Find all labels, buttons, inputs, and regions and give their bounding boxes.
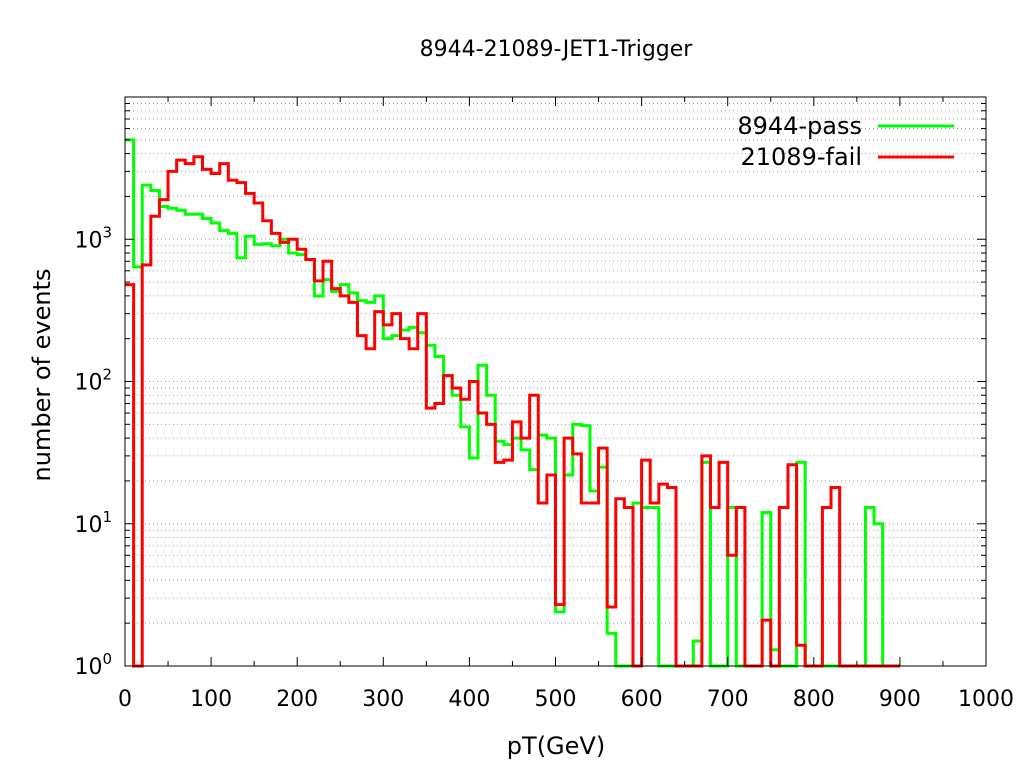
x-tick-label: 200 (276, 687, 318, 712)
x-axis: 0 100 200 300 400 500 600 700 800 900 1000 (118, 97, 1014, 712)
legend: 8944-pass 21089-fail (737, 112, 954, 171)
x-tick-label: 800 (793, 687, 835, 712)
y-tick-exp: 2 (102, 366, 112, 384)
series-line-8944-pass (125, 138, 900, 668)
x-tick-label: 900 (879, 687, 921, 712)
y-tick-label: 101 (74, 508, 112, 538)
y-tick-base: 10 (74, 655, 102, 680)
x-tick-label: 100 (190, 687, 232, 712)
y-tick-exp: 3 (102, 223, 112, 241)
x-tick-label: 500 (535, 687, 577, 712)
y-tick-base: 10 (74, 513, 102, 538)
legend-label: 21089-fail (741, 143, 863, 171)
x-tick-label: 600 (621, 687, 663, 712)
legend-label: 8944-pass (737, 112, 862, 140)
chart-title: 8944-21089-JET1-Trigger (420, 37, 694, 62)
y-tick-base: 10 (74, 228, 102, 253)
series-layer (125, 138, 900, 668)
x-tick-label: 0 (118, 687, 132, 712)
x-tick-label: 700 (707, 687, 749, 712)
x-tick-label: 300 (362, 687, 404, 712)
y-axis-label: number of events (28, 269, 56, 482)
y-tick-exp: 0 (102, 650, 112, 668)
y-tick-base: 10 (74, 371, 102, 396)
y-tick-label: 100 (74, 650, 112, 680)
y-tick-label: 103 (74, 223, 112, 253)
x-tick-label: 1000 (958, 687, 1014, 712)
x-axis-label: pT(GeV) (507, 732, 605, 760)
y-tick-exp: 1 (102, 508, 112, 526)
y-tick-label: 102 (74, 366, 112, 396)
series-line-21089-fail (125, 155, 900, 668)
x-tick-label: 400 (448, 687, 490, 712)
